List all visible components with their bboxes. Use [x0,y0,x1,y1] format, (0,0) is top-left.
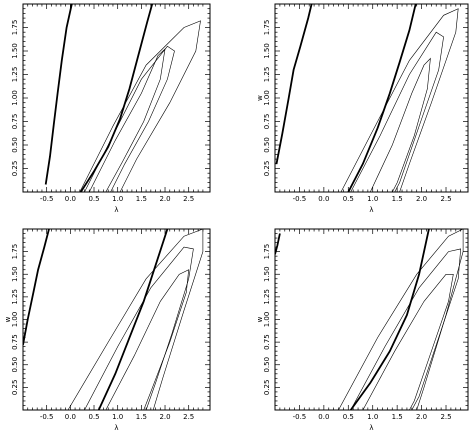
x-tick-label: -0.5 [293,195,307,203]
x-tick-label: 2.5 [440,413,451,421]
x-tick-label: 0.5 [88,195,99,203]
bound-line-1 [23,229,50,345]
x-tick-label: -0.5 [40,413,54,421]
plot-frame [274,228,469,411]
confidence-contour-2 [350,31,444,192]
x-tick-label: 1.5 [136,413,147,421]
y-tick-label: 1.75 [263,244,271,260]
x-axis-label: λ [114,424,118,432]
bound-line-2 [347,4,417,192]
y-tick-label: 1.00 [11,312,19,328]
x-tick-label: 2.5 [183,413,194,421]
y-tick-label: 1.00 [11,90,19,106]
x-tick-label: 1.5 [136,195,147,203]
confidence-contour-1 [362,274,454,410]
bound-line-2 [80,4,154,192]
y-tick-label: 1.50 [263,266,271,282]
y-tick-label: 1.75 [11,20,19,36]
y-tick-label: 0.75 [11,114,19,130]
x-tick-label: 0.5 [343,413,354,421]
bound-line-1 [275,233,281,255]
y-axis-label: w [4,316,12,322]
y-axis-label: w [256,95,264,101]
y-tick-label: 0.75 [263,114,271,130]
x-tick-label: 1.0 [112,413,123,421]
confidence-contour-2 [84,246,194,410]
y-tick-label: 1.25 [11,289,19,305]
y-tick-label: 0.25 [263,380,271,396]
y-tick-label: 0.50 [11,357,19,373]
y-tick-label: 1.25 [263,289,271,305]
x-tick-label: 1.5 [392,413,403,421]
panel-top-right: λ w -0.5 0.0 0.5 1.0 1.5 2.0 2.5 0.25 0.50 0.75 1.… [256,3,469,214]
y-tick-label: 0.75 [11,334,19,350]
x-tick-label: 2.0 [416,195,427,203]
bound-line-1 [275,4,313,164]
y-tick-label: 1.75 [11,244,19,260]
confidence-contour-2 [84,45,175,192]
x-tick-label: 0.0 [318,195,329,203]
confidence-contour-3 [67,229,204,410]
x-tick-label: 2.0 [416,413,427,421]
y-tick-label: 0.25 [11,380,19,396]
y-tick-label: 1.25 [11,67,19,83]
x-axis-label: λ [369,424,373,432]
panel-bottom-left: λ w -0.5 0.0 0.5 1.0 1.5 2.0 2.5 0.25 0.50 0.75 1.… [4,228,211,432]
x-tick-label: 0.0 [318,413,329,421]
confidence-contour-3 [340,8,459,192]
x-axis-label: λ [114,206,118,214]
bound-line-1 [44,4,73,185]
confidence-contour-2 [350,248,462,410]
x-tick-label: 0.0 [65,413,76,421]
plot-frame [22,3,211,193]
y-tick-label: 0.50 [263,137,271,153]
y-tick-label: 1.00 [263,90,271,106]
y-tick-label: 0.50 [263,357,271,373]
y-tick-label: 1.50 [263,43,271,59]
y-tick-label: 1.00 [263,312,271,328]
x-tick-label: 2.5 [440,195,451,203]
y-tick-label: 0.50 [11,137,19,153]
x-tick-label: 2.0 [159,195,170,203]
x-tick-label: 0.0 [65,195,76,203]
x-tick-label: 1.0 [367,195,378,203]
x-tick-label: 1.5 [392,195,403,203]
x-tick-label: -0.5 [40,195,54,203]
x-axis-label: λ [369,206,373,214]
plot-frame [22,228,211,411]
bound-line-2 [349,229,430,410]
y-tick-label: 1.50 [11,266,19,282]
x-tick-label: 2.0 [159,413,170,421]
y-tick-label: 0.75 [263,334,271,350]
y-tick-label: 1.75 [263,20,271,36]
x-tick-label: 1.0 [367,413,378,421]
y-tick-label: 0.25 [11,161,19,177]
y-tick-label: 1.25 [263,67,271,83]
panel-top-left: λ -0.5 0.0 0.5 1.0 1.5 2.0 2.5 0.25 0.50 0.75 1.00… [11,3,211,214]
confidence-contour-1 [89,48,166,192]
x-tick-label: -0.5 [293,413,307,421]
confidence-contour-1 [105,269,190,410]
x-tick-label: 1.0 [112,195,123,203]
x-tick-label: 2.5 [183,195,194,203]
confidence-contour-3 [338,229,464,410]
x-tick-label: 0.5 [343,195,354,203]
y-tick-label: 1.50 [11,43,19,59]
y-tick-label: 0.25 [263,161,271,177]
panel-bottom-right: λ w -0.5 0.0 0.5 1.0 1.5 2.0 2.5 0.25 0.50 0.75 1.… [256,228,469,432]
x-tick-label: 0.5 [88,413,99,421]
bound-line-2 [97,229,169,410]
confidence-contour-1 [370,57,431,192]
y-axis-label: w [256,316,264,322]
